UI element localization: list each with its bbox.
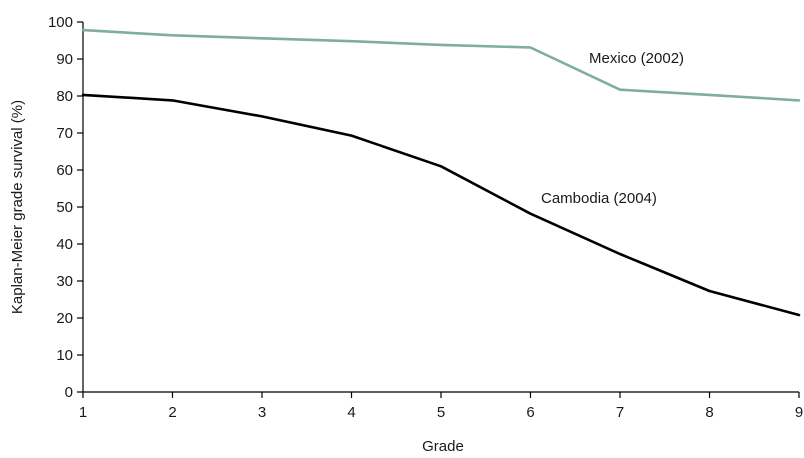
x-tick-label: 1	[79, 404, 87, 421]
x-tick-label: 9	[795, 404, 803, 421]
x-axis-title: Grade	[422, 438, 464, 455]
series-lines	[81, 28, 801, 317]
x-tick-label: 2	[168, 404, 176, 421]
y-tick-label: 0	[65, 384, 73, 401]
y-tick-label: 70	[56, 125, 73, 142]
x-tick-label: 8	[705, 404, 713, 421]
y-tick-label: 60	[56, 162, 73, 179]
y-axis-title: Kaplan-Meier grade survival (%)	[9, 100, 26, 314]
y-axis-ticks: 0 10 20 30 40 50 60 70 80 90 100	[48, 14, 83, 401]
x-tick-label: 7	[616, 404, 624, 421]
series-line-mexico	[81, 28, 801, 102]
x-tick-label: 6	[526, 404, 534, 421]
y-tick-label: 50	[56, 199, 73, 216]
x-tick-label: 3	[258, 404, 266, 421]
y-tick-label: 40	[56, 236, 73, 253]
y-tick-label: 10	[56, 347, 73, 364]
x-tick-label: 5	[437, 404, 445, 421]
y-tick-label: 80	[56, 88, 73, 105]
series-label-cambodia: Cambodia (2004)	[541, 190, 657, 207]
y-tick-label: 20	[56, 310, 73, 327]
x-axis-ticks: 1 2 3 4 5 6 7 8 9	[79, 392, 803, 421]
series-label-mexico: Mexico (2002)	[589, 50, 684, 67]
series-line-cambodia	[81, 93, 801, 317]
y-tick-label: 30	[56, 273, 73, 290]
series-labels: Mexico (2002) Cambodia (2004)	[541, 50, 684, 207]
x-tick-label: 4	[347, 404, 355, 421]
y-tick-label: 100	[48, 14, 73, 31]
y-tick-label: 90	[56, 51, 73, 68]
